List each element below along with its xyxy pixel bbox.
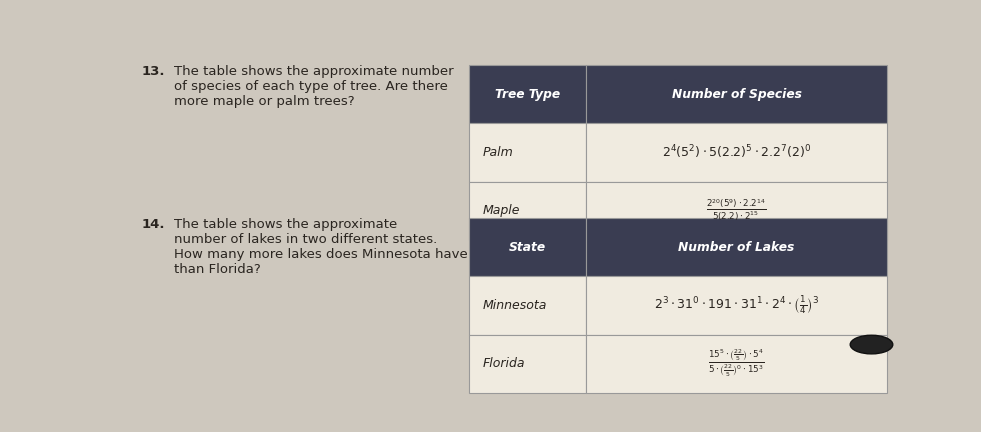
Text: State: State <box>509 241 546 254</box>
Text: Number of Species: Number of Species <box>672 88 801 101</box>
Text: The table shows the approximate
number of lakes in two different states.
How man: The table shows the approximate number o… <box>175 218 468 276</box>
Text: $\frac{15^5 \cdot \left(\frac{22}{5}\right) \cdot 5^4}{5 \cdot \left(\frac{22}{5: $\frac{15^5 \cdot \left(\frac{22}{5}\rig… <box>708 348 765 379</box>
Bar <box>587 218 887 276</box>
Text: Palm: Palm <box>483 146 513 159</box>
Text: Number of Lakes: Number of Lakes <box>679 241 795 254</box>
Text: Florida: Florida <box>483 357 525 370</box>
Bar <box>587 181 887 240</box>
Text: The table shows the approximate number
of species of each type of tree. Are ther: The table shows the approximate number o… <box>175 65 454 108</box>
Bar <box>469 181 587 240</box>
Bar <box>587 276 887 334</box>
Text: 13.: 13. <box>141 65 165 78</box>
Text: Minnesota: Minnesota <box>483 299 547 312</box>
Text: $2^4(5^2) \cdot 5(2.2)^5 \cdot 2.2^7(2)^0$: $2^4(5^2) \cdot 5(2.2)^5 \cdot 2.2^7(2)^… <box>662 144 811 161</box>
Bar <box>587 65 887 124</box>
Bar <box>469 65 587 124</box>
Text: Maple: Maple <box>483 204 520 217</box>
Bar <box>587 334 887 393</box>
Bar <box>469 276 587 334</box>
Circle shape <box>851 335 893 354</box>
Bar <box>469 124 587 181</box>
Bar <box>587 124 887 181</box>
Bar <box>469 334 587 393</box>
Text: 14.: 14. <box>141 218 165 231</box>
Text: Tree Type: Tree Type <box>494 88 560 101</box>
Text: $2^3 \cdot 31^0 \cdot 191 \cdot 31^1 \cdot 2^4 \cdot \left(\frac{1}{4}\right)^3$: $2^3 \cdot 31^0 \cdot 191 \cdot 31^1 \cd… <box>653 295 819 316</box>
Text: $\frac{2^{20}(5^9) \cdot 2.2^{14}}{5(2.2) \cdot 2^{15}}$: $\frac{2^{20}(5^9) \cdot 2.2^{14}}{5(2.2… <box>706 198 767 223</box>
Bar <box>469 218 587 276</box>
